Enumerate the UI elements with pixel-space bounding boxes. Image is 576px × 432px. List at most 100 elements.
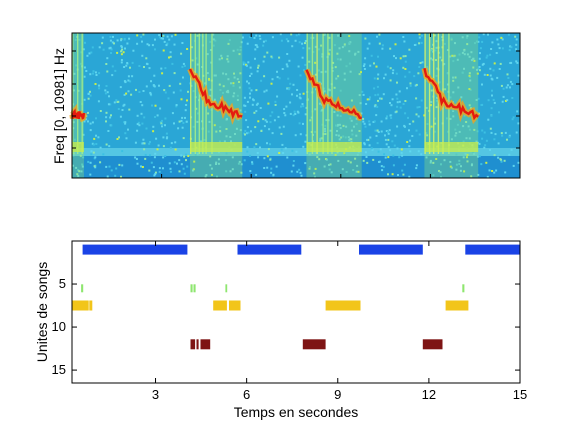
speckle [362,117,365,120]
speckle [435,40,438,43]
speckle [493,101,496,104]
speckle [349,138,352,141]
speckle [231,168,234,171]
event-low-band [306,142,362,152]
speckle [473,153,476,155]
speckle [355,170,358,173]
speckle [162,136,165,139]
speckle [240,41,243,44]
speckle [174,141,177,144]
speckle [470,175,473,178]
event-stripe [211,33,213,154]
speckle [499,158,502,161]
speckle [264,119,267,122]
speckle [342,124,345,127]
speckle [116,51,119,54]
speckle [249,75,251,77]
speckle [377,73,380,76]
speckle [487,118,490,121]
speckle [255,34,258,37]
speckle [111,65,114,68]
speckle [113,42,115,45]
speckle [154,171,157,174]
speckle [369,96,371,99]
speckle [119,115,122,118]
speckle [175,104,178,106]
speckle [255,103,258,106]
speckle [302,145,305,148]
speckle [238,81,240,83]
speckle [430,57,432,60]
speckle [395,57,397,60]
speckle [481,83,483,86]
speckle [291,45,294,48]
speckle [369,136,372,139]
speckle [420,153,423,156]
speckle [444,88,447,91]
speckle [343,43,346,46]
speckle [478,155,481,158]
speckle [489,53,492,56]
speckle [271,56,274,59]
speckle [143,116,146,119]
speckle [304,140,307,143]
speckle [337,34,340,37]
speckle [462,125,465,128]
speckle [239,109,242,112]
speckle [246,100,249,103]
speckle [468,104,471,107]
speckle [486,175,489,178]
speckle [497,43,500,46]
speckle [256,152,259,154]
speckle [121,150,124,153]
speckle [415,97,418,100]
speckle [280,148,283,151]
speckle [501,134,504,137]
speckle [403,40,406,43]
speckle [486,74,489,76]
speckle [317,48,320,51]
speckle [310,36,313,39]
speckle [111,41,114,44]
speckle [186,48,189,50]
speckle [152,125,155,128]
speckle [180,119,183,122]
speckle [250,130,252,133]
speckle [211,173,213,176]
speckle [149,93,152,96]
speckle [476,72,479,75]
speckle [452,91,455,94]
event-low-band [424,142,479,152]
speckle [230,140,232,143]
speckle [286,53,289,55]
speckle [73,138,76,141]
speckle [481,63,484,66]
speckle [495,52,498,54]
speckle [435,106,438,109]
speckle [314,73,317,76]
speckle [288,88,291,91]
speckle [438,81,441,84]
speckle [313,172,316,175]
speckle [83,66,86,69]
speckle [385,143,388,146]
speckle [327,88,330,91]
speckle [336,52,339,55]
speckle [90,51,93,54]
speckle [399,57,402,60]
speckle [335,124,337,127]
speckle [371,148,374,151]
speckle [510,61,513,64]
speckle [304,162,307,165]
speckle [161,72,164,75]
speckle [479,47,482,50]
speckle [119,86,122,89]
speckle [288,59,291,62]
speckle [476,68,478,71]
speckle [450,138,453,141]
speckle [491,89,493,92]
speckle [254,48,257,51]
event-stripe [77,33,79,154]
speckle [491,170,494,172]
